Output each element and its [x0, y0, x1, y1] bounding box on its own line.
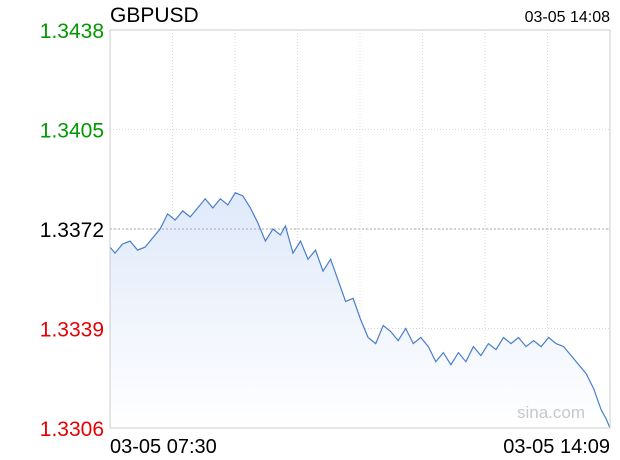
symbol-title: GBPUSD — [110, 4, 199, 27]
price-series-line — [109, 192, 611, 429]
y-tick-label: 1.3306 — [40, 418, 104, 441]
x-axis-labels: 03-05 07:30 03-05 14:09 — [110, 436, 610, 458]
y-tick-label: 1.3405 — [40, 120, 104, 143]
y-tick-label: 1.3372 — [40, 219, 104, 242]
price-area-fill — [110, 192, 610, 428]
y-tick-label: 1.3339 — [40, 319, 104, 342]
x-axis-label: 03-05 07:30 — [110, 436, 217, 458]
watermark-text: sina.com — [517, 403, 585, 422]
y-tick-label: 1.3438 — [40, 20, 104, 43]
last-update-timestamp: 03-05 14:08 — [525, 9, 611, 26]
y-axis-ticks: 1.3438 1.3405 1.3372 1.3339 1.3306 — [40, 20, 104, 441]
plot-area-border — [109, 29, 611, 429]
x-axis-label: 03-05 14:09 — [503, 436, 610, 458]
